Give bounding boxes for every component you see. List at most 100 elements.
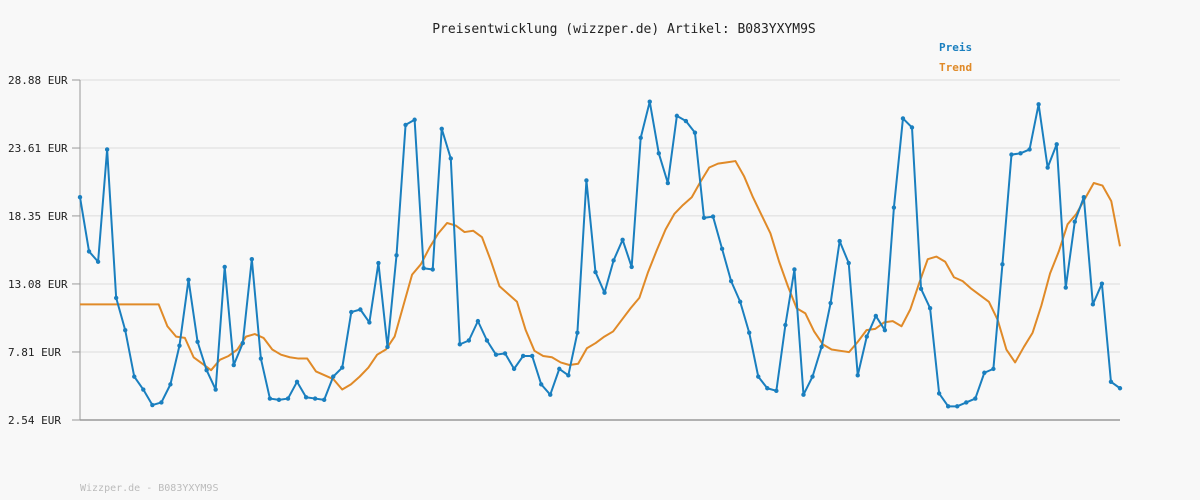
data-point-preis	[819, 344, 824, 350]
data-point-preis	[511, 366, 517, 372]
data-point-preis	[846, 260, 851, 266]
y-tick-label: 2.54 EUR	[8, 414, 61, 427]
data-point-preis	[321, 397, 327, 403]
data-point-preis	[792, 267, 797, 272]
data-point-preis	[973, 396, 978, 401]
data-point-preis	[484, 338, 490, 343]
data-point-preis	[177, 343, 182, 348]
data-point-preis	[548, 392, 553, 397]
data-point-preis	[195, 339, 200, 344]
data-point-preis	[123, 327, 128, 333]
data-point-preis	[656, 151, 661, 156]
data-point-preis	[728, 278, 734, 284]
data-point-preis	[737, 299, 743, 304]
data-point-preis	[303, 395, 309, 400]
data-point-preis	[376, 260, 381, 266]
legend-label-preis: Preis	[939, 41, 972, 54]
data-point-preis	[1063, 285, 1068, 290]
data-point-preis	[701, 215, 707, 221]
y-tick-label: 28.88 EUR	[8, 74, 68, 87]
data-point-preis	[412, 117, 417, 122]
data-point-preis	[312, 396, 318, 401]
data-point-preis	[1045, 165, 1050, 170]
data-point-preis	[683, 118, 689, 124]
data-point-preis	[593, 269, 598, 275]
data-point-preis	[1081, 195, 1087, 200]
data-point-preis	[294, 379, 300, 384]
data-point-preis	[557, 366, 562, 372]
data-point-preis	[367, 320, 372, 325]
y-tick-label: 13.08 EUR	[8, 278, 68, 291]
data-point-preis	[991, 366, 996, 372]
data-point-preis	[340, 365, 345, 370]
data-point-preis	[756, 374, 761, 379]
data-point-preis	[77, 195, 83, 200]
y-tick-label: 23.61 EUR	[8, 142, 68, 155]
data-point-preis	[1090, 302, 1096, 307]
y-tick-label: 18.35 EUR	[8, 210, 68, 223]
series-line-preis	[79, 100, 1121, 408]
data-point-preis	[810, 374, 815, 379]
data-point-preis	[1108, 379, 1114, 384]
data-point-preis	[918, 286, 924, 292]
data-point-preis	[457, 342, 463, 347]
series-layer	[77, 99, 1123, 409]
data-point-preis	[900, 116, 906, 121]
data-point-preis	[1054, 142, 1059, 147]
data-point-preis	[448, 156, 453, 161]
data-point-preis	[1072, 219, 1077, 224]
data-point-preis	[620, 237, 625, 242]
data-point-preis	[719, 246, 725, 252]
data-point-preis	[882, 327, 888, 333]
legend: Preis Trend	[939, 41, 972, 74]
data-point-preis	[765, 386, 770, 391]
data-point-preis	[95, 259, 101, 264]
data-point-preis	[955, 404, 960, 409]
data-point-preis	[909, 125, 915, 130]
data-point-preis	[421, 266, 426, 271]
data-point-preis	[1117, 386, 1123, 391]
data-point-preis	[403, 122, 408, 128]
grid	[80, 79, 1120, 421]
data-point-preis	[575, 330, 580, 335]
data-point-preis	[1018, 151, 1023, 156]
data-point-preis	[331, 374, 336, 379]
data-point-preis	[584, 178, 589, 183]
data-point-preis	[1099, 281, 1105, 286]
data-point-preis	[855, 373, 860, 378]
data-point-preis	[113, 295, 119, 301]
data-point-preis	[774, 388, 779, 394]
data-point-preis	[936, 391, 942, 396]
data-point-preis	[475, 318, 481, 324]
data-point-preis	[828, 300, 833, 306]
data-point-preis	[529, 353, 535, 359]
data-point-preis	[204, 367, 209, 373]
data-point-preis	[159, 400, 164, 405]
data-point-preis	[638, 135, 643, 141]
data-point-preis	[747, 330, 752, 335]
y-axis: 28.88 EUR 23.61 EUR 18.35 EUR 13.08 EUR 7.81…	[8, 74, 81, 427]
data-point-preis	[801, 392, 806, 397]
data-point-preis	[141, 387, 146, 392]
data-point-preis	[394, 253, 399, 258]
data-point-preis	[837, 238, 842, 244]
data-point-preis	[864, 334, 869, 339]
data-point-preis	[520, 353, 526, 359]
data-point-preis	[430, 267, 435, 272]
data-point-preis	[692, 130, 698, 135]
data-point-preis	[186, 277, 191, 283]
data-point-preis	[466, 338, 472, 343]
footer-caption: Wizzper.de - B083YXYM9S	[80, 483, 218, 494]
data-point-preis	[86, 249, 92, 254]
data-point-preis	[385, 344, 390, 350]
data-point-preis	[602, 290, 607, 295]
data-point-preis	[1027, 147, 1032, 152]
data-point-preis	[629, 264, 634, 270]
data-point-preis	[104, 147, 110, 152]
data-point-preis	[267, 396, 273, 401]
data-point-preis	[150, 402, 155, 408]
data-point-preis	[1009, 152, 1014, 157]
data-point-preis	[231, 362, 236, 368]
data-point-preis	[502, 351, 508, 356]
data-point-preis	[539, 382, 544, 387]
